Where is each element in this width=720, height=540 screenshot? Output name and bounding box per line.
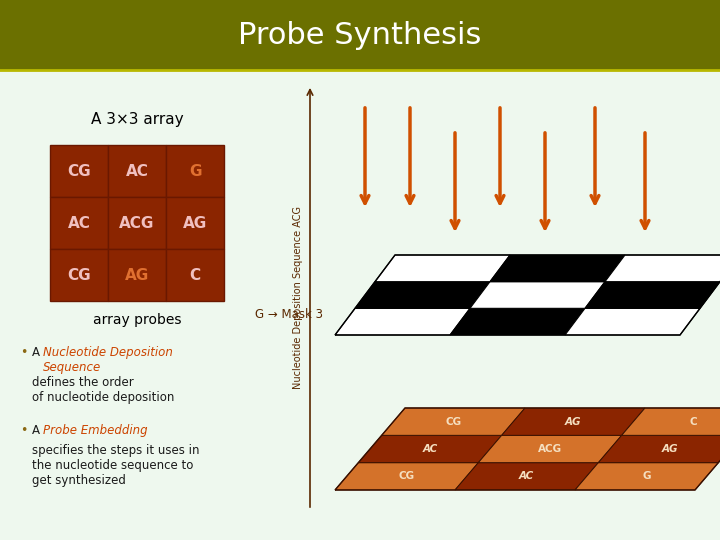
Text: AG: AG — [125, 267, 149, 282]
Polygon shape — [598, 435, 720, 463]
Text: AG: AG — [662, 444, 678, 454]
Bar — [166, 249, 224, 301]
Text: CG: CG — [399, 471, 415, 481]
Text: •: • — [20, 424, 27, 437]
Text: specifies the steps it uses in
the nucleotide sequence to
get synthesized: specifies the steps it uses in the nucle… — [32, 444, 199, 487]
Polygon shape — [375, 255, 510, 282]
Bar — [50, 145, 108, 197]
Text: CG: CG — [445, 417, 462, 427]
Text: G → Mask 3: G → Mask 3 — [255, 308, 323, 321]
Polygon shape — [450, 308, 585, 335]
Text: CG: CG — [67, 164, 91, 179]
Text: AC: AC — [423, 444, 438, 454]
Polygon shape — [478, 435, 621, 463]
Text: C: C — [189, 267, 201, 282]
Polygon shape — [470, 282, 605, 308]
Text: defines the order
of nucleotide deposition: defines the order of nucleotide depositi… — [32, 376, 174, 404]
Text: Probe Synthesis: Probe Synthesis — [238, 21, 482, 50]
Polygon shape — [565, 308, 700, 335]
Text: ACG: ACG — [538, 444, 562, 454]
Polygon shape — [355, 282, 490, 308]
Text: AG: AG — [565, 417, 582, 427]
Bar — [108, 145, 166, 197]
Bar — [108, 197, 166, 249]
Text: AC: AC — [519, 471, 534, 481]
Bar — [166, 197, 224, 249]
Polygon shape — [359, 435, 502, 463]
Text: AG: AG — [183, 215, 207, 231]
Polygon shape — [575, 463, 719, 490]
Polygon shape — [585, 282, 720, 308]
Polygon shape — [502, 408, 645, 435]
Text: AC: AC — [125, 164, 148, 179]
Polygon shape — [455, 463, 598, 490]
Bar — [0, 0, 720, 70]
Polygon shape — [335, 463, 478, 490]
Polygon shape — [335, 308, 470, 335]
Text: G: G — [189, 164, 202, 179]
Polygon shape — [605, 255, 720, 282]
Text: AC: AC — [68, 215, 91, 231]
Text: A: A — [32, 346, 44, 359]
Text: C: C — [690, 417, 697, 427]
Bar — [50, 249, 108, 301]
Text: ACG: ACG — [120, 215, 155, 231]
Polygon shape — [621, 408, 720, 435]
Bar — [108, 249, 166, 301]
Bar — [166, 145, 224, 197]
Text: •: • — [20, 346, 27, 359]
Bar — [50, 197, 108, 249]
Text: A: A — [32, 424, 44, 437]
Text: Nucleotide Deposition
Sequence: Nucleotide Deposition Sequence — [43, 346, 173, 374]
Text: Probe Embedding: Probe Embedding — [43, 424, 148, 437]
Text: A 3×3 array: A 3×3 array — [91, 112, 184, 127]
Text: array probes: array probes — [93, 313, 181, 327]
Polygon shape — [490, 255, 625, 282]
Polygon shape — [382, 408, 525, 435]
Text: CG: CG — [67, 267, 91, 282]
Text: G: G — [642, 471, 651, 481]
Text: Nucleotide Deposition Sequence ACG: Nucleotide Deposition Sequence ACG — [293, 206, 303, 389]
